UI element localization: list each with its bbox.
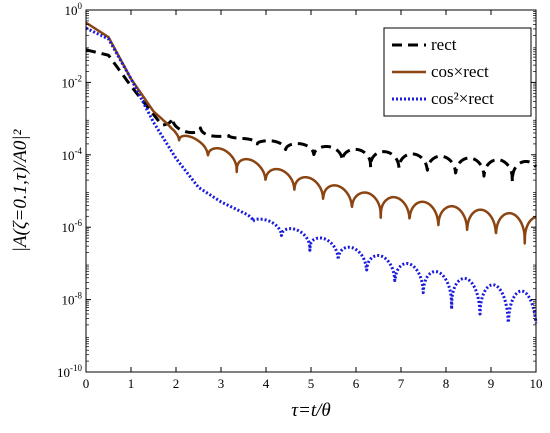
y-tick-label: 10-2 bbox=[62, 73, 83, 90]
y-tick-label: 10-10 bbox=[57, 363, 82, 380]
legend-label: rect bbox=[431, 35, 457, 54]
y-tick-label: 10-6 bbox=[62, 218, 83, 235]
x-tick-label: 5 bbox=[308, 376, 315, 391]
x-tick-label: 7 bbox=[398, 376, 405, 391]
series-line bbox=[84, 26, 538, 324]
x-tick-label: 9 bbox=[488, 376, 495, 391]
y-tick-label: 100 bbox=[65, 1, 83, 18]
y-tick-label: 10-4 bbox=[62, 146, 83, 163]
ticks-layer: 0 1 2 3 4 5 6 7 8 9 10 10-10 10-8 10-6 10-4 10-2 100 bbox=[57, 1, 543, 391]
series-line bbox=[84, 48, 538, 184]
x-tick-label: 4 bbox=[263, 376, 270, 391]
y-axis-title: |A(ζ=0.1,τ)/A0|² bbox=[10, 129, 31, 252]
x-tick-label: 6 bbox=[353, 376, 360, 391]
x-tick-label: 0 bbox=[83, 376, 90, 391]
x-tick-label: 10 bbox=[530, 376, 543, 391]
x-tick-label: 3 bbox=[218, 376, 225, 391]
legend-label: cos²×rect bbox=[431, 89, 494, 108]
x-tick-label: 8 bbox=[443, 376, 450, 391]
legend: rect cos×rect cos²×rect bbox=[383, 27, 532, 117]
x-tick-label: 2 bbox=[173, 376, 180, 391]
x-tick-label: 1 bbox=[128, 376, 135, 391]
series-line bbox=[85, 21, 537, 245]
series-layer bbox=[84, 21, 538, 324]
y-tick-label: 10-8 bbox=[62, 291, 83, 308]
x-axis-title: τ=t/θ bbox=[291, 400, 331, 421]
legend-label: cos×rect bbox=[431, 62, 489, 81]
